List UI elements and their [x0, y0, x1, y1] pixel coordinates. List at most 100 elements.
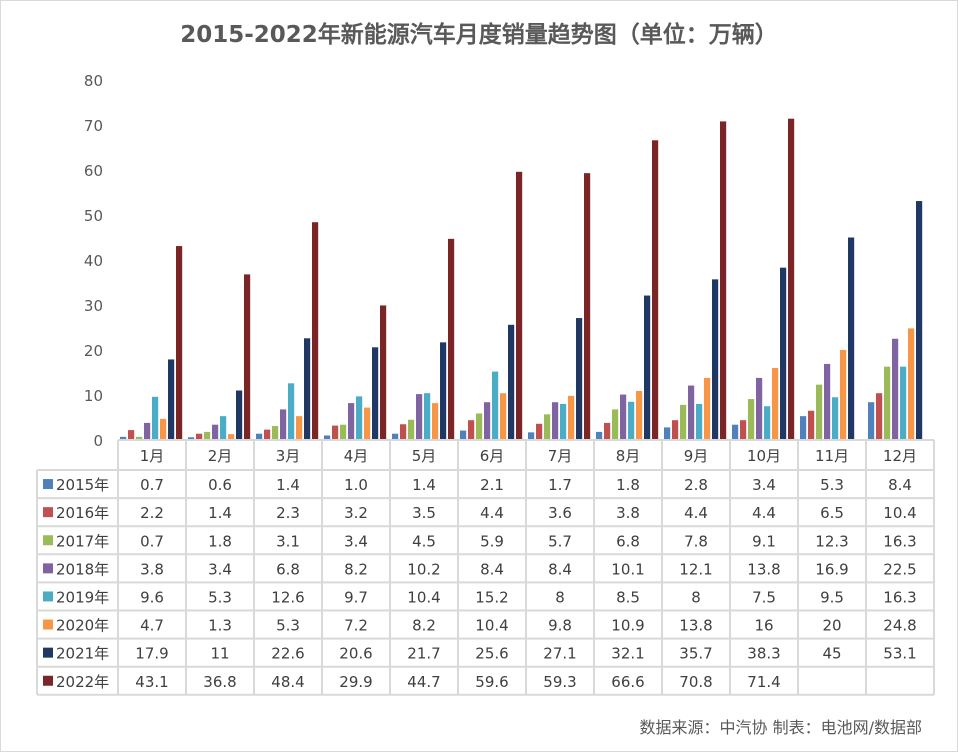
bar-2015年-7月: [528, 432, 535, 440]
bar-2017年-4月: [340, 424, 347, 440]
data-table-cell: 9.7: [344, 588, 368, 606]
bar-2019年-3月: [288, 383, 295, 440]
bar-2016年-6月: [468, 420, 475, 440]
bar-2016年-12月: [876, 393, 883, 440]
bar-2019年-12月: [900, 366, 907, 440]
data-table-cell: 66.6: [611, 673, 644, 691]
data-table-cell: 59.3: [543, 673, 576, 691]
data-table-cell: 4.4: [752, 504, 776, 522]
data-table-cell: 3.6: [548, 504, 572, 522]
data-table-cell: 70.8: [679, 673, 712, 691]
data-table-cell: 8: [555, 588, 565, 606]
data-table-cell: 44.7: [407, 673, 440, 691]
bar-2020年-4月: [364, 407, 371, 440]
bar-2020年-1月: [160, 418, 167, 440]
bar-2020年-3月: [296, 416, 303, 440]
bar-2021年-5月: [440, 342, 447, 440]
data-table-cell: 6.8: [616, 532, 640, 550]
data-table-cell: 5.9: [480, 532, 504, 550]
bar-2020年-9月: [704, 377, 711, 440]
data-table-cell: 3.4: [208, 560, 232, 578]
bar-2018年-4月: [348, 403, 355, 440]
bar-2016年-8月: [604, 422, 611, 440]
bar-2016年-7月: [536, 423, 543, 440]
data-table-cell: 0.7: [140, 476, 164, 494]
data-table-cell: 16.9: [815, 560, 848, 578]
bar-2018年-9月: [688, 385, 695, 440]
bar-2018年-10月: [756, 377, 763, 440]
bar-2022年-4月: [380, 305, 387, 440]
data-table-cell: 22.5: [883, 560, 916, 578]
legend-label: 2022年: [56, 673, 109, 691]
data-table-cell: 5.3: [820, 476, 844, 494]
data-table-cell: 36.8: [203, 673, 236, 691]
bar-2018年-3月: [280, 409, 287, 440]
y-tick-label: 40: [84, 252, 103, 270]
bar-2017年-2月: [204, 431, 211, 440]
data-table-cell: 1.4: [412, 476, 436, 494]
data-table-cell: 2.8: [684, 476, 708, 494]
bar-2021年-4月: [372, 347, 379, 440]
bar-2017年-10月: [748, 399, 755, 440]
data-table-cell: 4.5: [412, 532, 436, 550]
data-table-cell: 29.9: [339, 673, 372, 691]
legend-swatch: [43, 647, 53, 658]
x-category-label: 4月: [344, 447, 369, 465]
bar-2021年-6月: [508, 324, 515, 440]
bar-2017年-12月: [884, 366, 891, 440]
bar-2015年-2月: [188, 437, 195, 440]
data-table-cell: 13.8: [679, 617, 712, 635]
bar-2017年-5月: [408, 419, 415, 440]
data-table-cell: 3.4: [344, 532, 368, 550]
data-table-cell: 8.2: [344, 560, 368, 578]
bar-2016年-2月: [196, 433, 203, 440]
data-table-cell: 6.5: [820, 504, 844, 522]
data-table-cell: 35.7: [679, 645, 712, 663]
data-table-cell: 2.3: [276, 504, 300, 522]
y-tick-label: 50: [84, 207, 103, 225]
bar-2016年-9月: [672, 420, 679, 440]
data-table-cell: 16.3: [883, 532, 916, 550]
bar-2019年-11月: [832, 397, 839, 440]
data-table-cell: 71.4: [747, 673, 780, 691]
bar-2015年-11月: [800, 416, 807, 440]
bar-2019年-8月: [628, 401, 635, 440]
data-table-cell: 3.1: [276, 532, 300, 550]
legend-label: 2020年: [56, 617, 109, 635]
data-table-cell: 22.6: [271, 645, 304, 663]
bar-2022年-6月: [516, 171, 523, 441]
bar-2017年-7月: [544, 414, 551, 440]
data-table-cell: 4.4: [480, 504, 504, 522]
data-table-cell: 10.2: [407, 560, 440, 578]
bar-2018年-12月: [892, 338, 899, 440]
data-table-cell: 1.7: [548, 476, 572, 494]
data-table-cell: 10.4: [407, 588, 440, 606]
bar-2019年-1月: [152, 396, 159, 440]
y-tick-label: 10: [84, 387, 103, 405]
data-table-cell: 53.1: [883, 645, 916, 663]
data-table-cell: 1.8: [616, 476, 640, 494]
data-table-cell: 3.5: [412, 504, 436, 522]
bar-2017年-11月: [816, 384, 823, 440]
bar-2020年-6月: [500, 393, 507, 440]
x-category-label: 7月: [548, 447, 573, 465]
bar-2015年-9月: [664, 427, 671, 440]
bar-2016年-1月: [128, 430, 135, 440]
data-table-cell: 38.3: [747, 645, 780, 663]
data-table-cell: 2.1: [480, 476, 504, 494]
data-table-cell: 24.8: [883, 617, 916, 635]
data-table-cell: 12.6: [271, 588, 304, 606]
data-table-cell: 12.3: [815, 532, 848, 550]
bar-2015年-12月: [868, 402, 875, 440]
data-table-cell: 16: [754, 617, 773, 635]
bar-2015年-1月: [120, 436, 127, 440]
bar-2021年-2月: [236, 390, 243, 440]
legend-label: 2015年: [56, 476, 109, 494]
data-table-cell: 8.4: [888, 476, 912, 494]
data-table-cell: 10.9: [611, 617, 644, 635]
bar-2015年-8月: [596, 431, 603, 440]
legend-label: 2017年: [56, 532, 109, 550]
legend-swatch: [43, 619, 53, 630]
chart-title: 2015-2022年新能源汽车月度销量趋势图（单位：万辆）: [180, 21, 778, 48]
bar-2018年-6月: [484, 402, 491, 440]
